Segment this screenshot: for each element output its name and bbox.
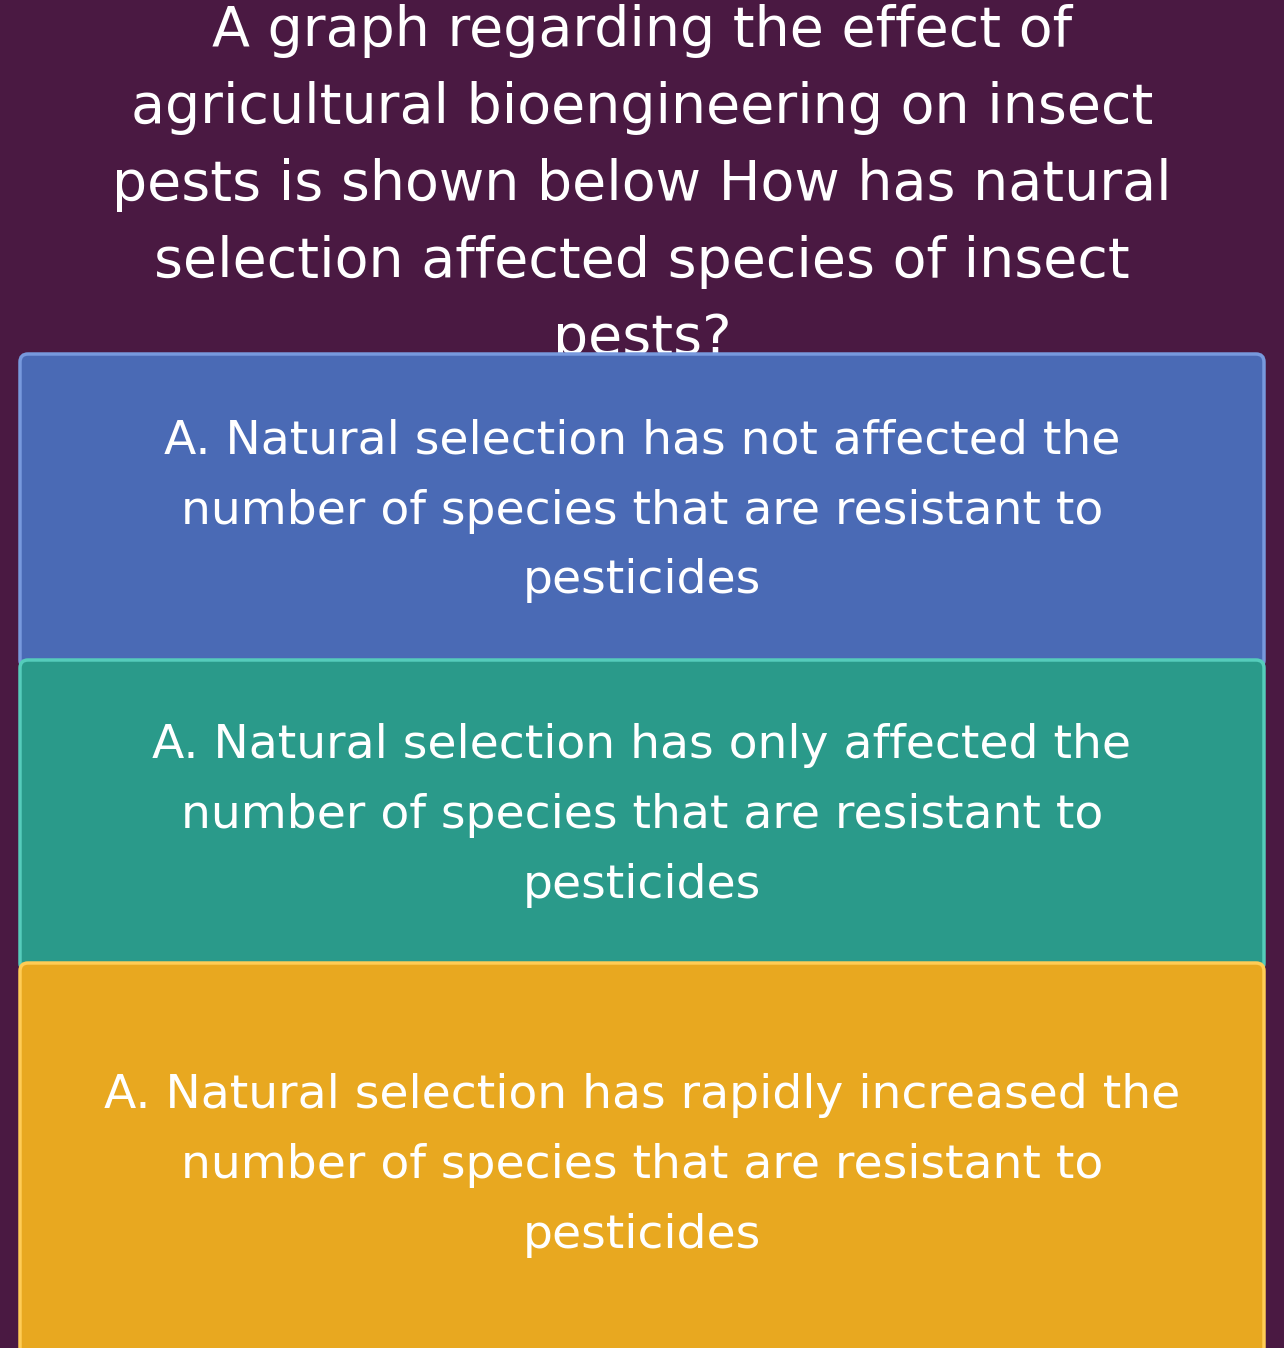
FancyBboxPatch shape bbox=[21, 962, 1263, 1348]
Text: A graph regarding the effect of
agricultural bioengineering on insect
pests is s: A graph regarding the effect of agricult… bbox=[112, 4, 1172, 367]
FancyBboxPatch shape bbox=[21, 355, 1263, 669]
FancyBboxPatch shape bbox=[21, 661, 1263, 971]
Text: A. Natural selection has rapidly increased the
number of species that are resist: A. Natural selection has rapidly increas… bbox=[104, 1073, 1180, 1258]
Text: A. Natural selection has not affected the
number of species that are resistant t: A. Natural selection has not affected th… bbox=[164, 419, 1120, 603]
Text: A. Natural selection has only affected the
number of species that are resistant : A. Natural selection has only affected t… bbox=[153, 724, 1131, 907]
